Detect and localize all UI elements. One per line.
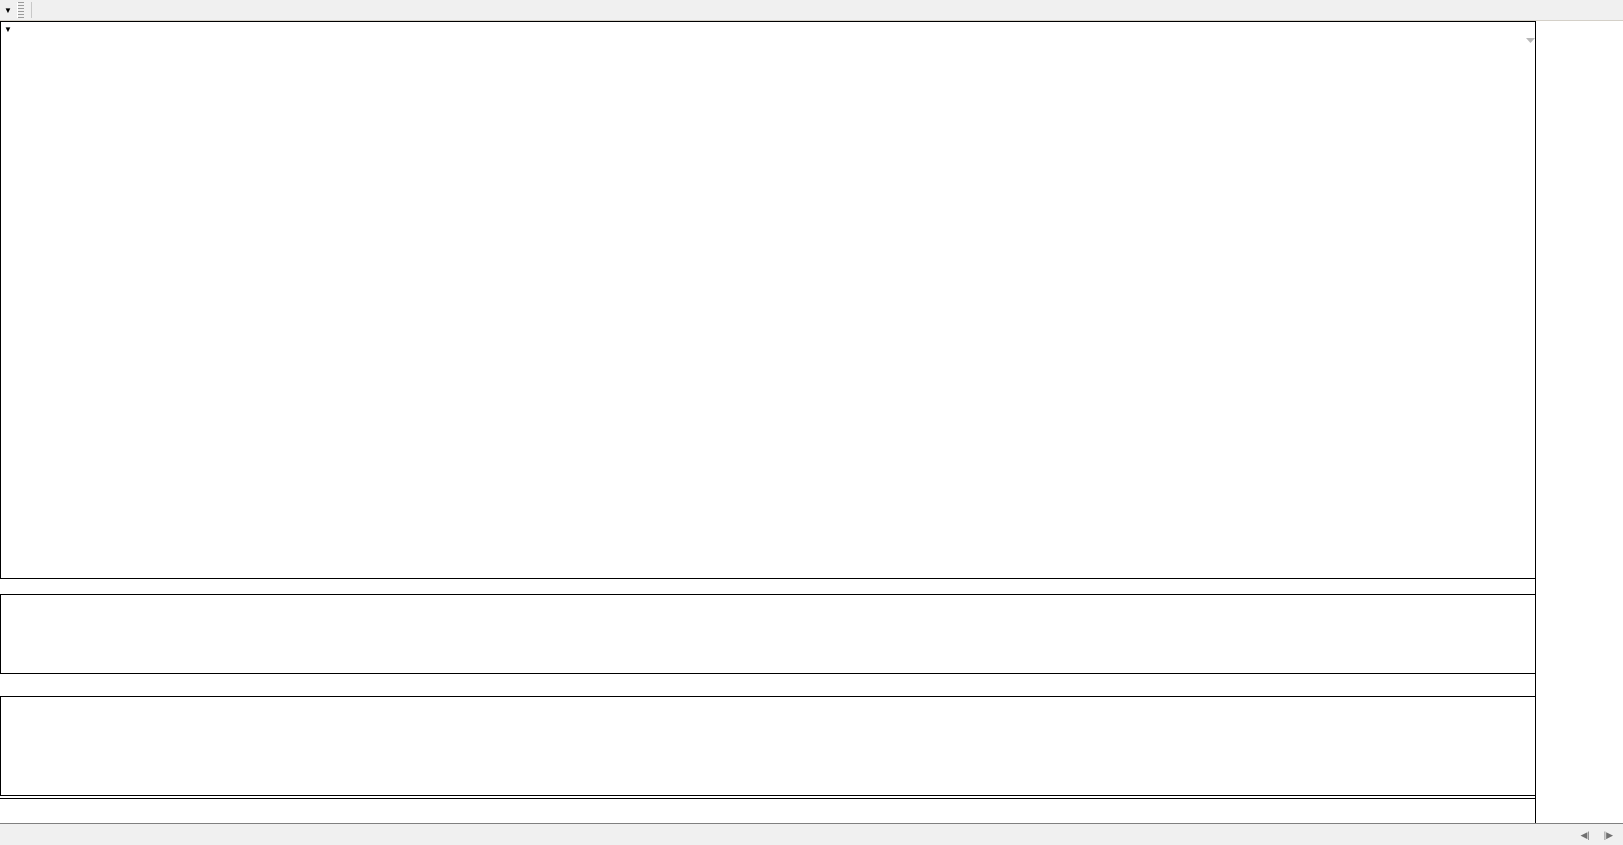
symbol-header: ▼ [1,22,24,37]
chart-corner-marker-icon [1526,38,1535,43]
triangle-down-icon[interactable]: ▼ [4,25,12,34]
scroll-left-icon[interactable]: ◀| [1580,829,1590,840]
tab-scroll-controls: ◀| |▶ [1580,825,1623,845]
price-pane[interactable]: ▼ [0,21,1535,579]
timeframe-toolbar: ▼ [0,0,1623,21]
macd-chart-canvas [1,697,1534,795]
price-scale-axis[interactable] [1535,21,1623,823]
chart-tab-bar: ◀| |▶ [0,823,1623,845]
rsi-pane[interactable] [0,594,1535,674]
toolbar-grip-handle[interactable] [17,2,24,18]
price-chart-canvas[interactable] [1,22,1534,578]
chart-area: ▼ [0,21,1623,823]
rsi-chart-canvas [1,595,1534,673]
scroll-right-icon[interactable]: |▶ [1603,829,1613,840]
toolbar-divider [31,2,32,18]
date-axis[interactable] [0,798,1535,818]
chevron-down-icon[interactable]: ▼ [4,5,12,15]
macd-pane[interactable] [0,696,1535,796]
